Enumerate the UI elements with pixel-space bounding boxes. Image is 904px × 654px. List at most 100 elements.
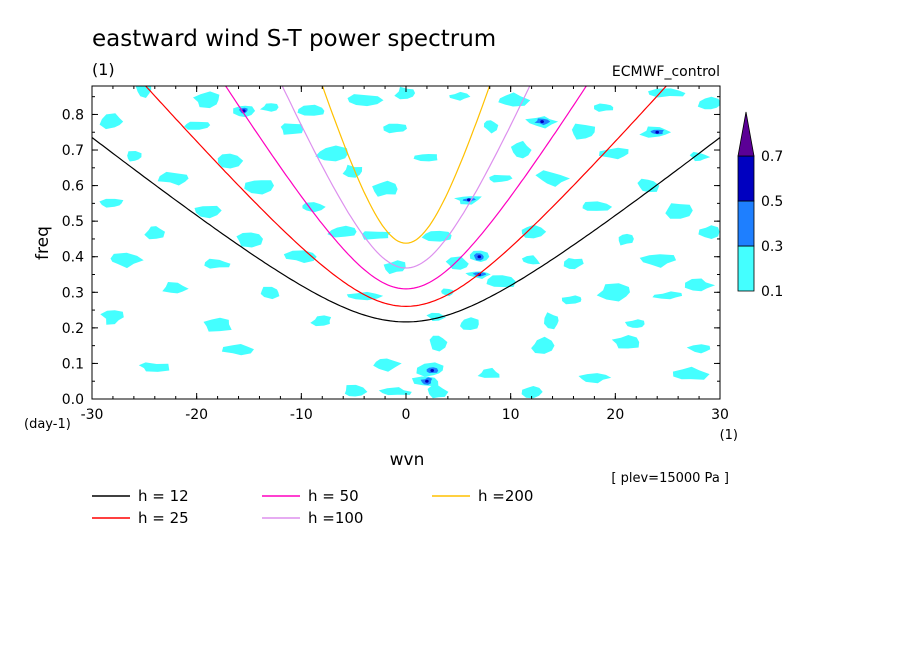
spectrum-patch — [193, 91, 220, 109]
dispersion-curve-h25 — [144, 86, 668, 308]
y-tick-label: 0.0 — [62, 392, 84, 408]
y-tick-label: 0.4 — [62, 250, 84, 266]
y-tick-label: 0.1 — [62, 356, 84, 372]
plot-area: -30 -20 -10 0 10 20 30 0.0 0.1 0.2 0.3 0.4 0.5 0.6 0.7… — [62, 85, 729, 423]
spectrum-patch — [383, 123, 407, 134]
spectrum-patch — [138, 362, 170, 372]
y-tick-label: 0.5 — [62, 214, 84, 230]
spectrum-patch — [477, 367, 500, 378]
spectrum-patch — [521, 224, 547, 239]
x-tick-label: -20 — [185, 407, 208, 423]
spectrum-patch — [315, 145, 349, 162]
spectrum-patch — [100, 310, 124, 325]
spectrum-patch — [684, 278, 716, 292]
spectrum-patch — [280, 123, 304, 135]
spectrum-patch — [596, 283, 630, 302]
spectrum-patch — [327, 225, 357, 238]
colorbar-extend-triangle — [737, 111, 755, 157]
spectrum-patch — [162, 282, 189, 294]
spectrum-patch — [652, 291, 683, 300]
x-tick-label: 10 — [502, 407, 520, 423]
y-tick-label: 0.3 — [62, 285, 84, 301]
spectrum-patch — [578, 373, 612, 384]
spectrum-patch — [697, 96, 720, 110]
spectrum-patch — [689, 151, 711, 162]
colorbar-band — [737, 200, 755, 247]
spectrum-patch — [361, 231, 391, 240]
spectrum-patch — [217, 153, 244, 169]
chart-title: eastward wind S-T power spectrum — [92, 26, 496, 52]
experiment-label: ECMWF_control — [612, 64, 720, 80]
spectrum-patch — [483, 120, 499, 134]
legend-label: h =200 — [478, 487, 533, 505]
spectrum-patch-peak — [467, 198, 471, 202]
spectrum-patch — [221, 344, 254, 356]
spectrum-patch — [135, 86, 152, 98]
spectrum-patch — [184, 121, 211, 130]
spectrum-patch — [460, 317, 479, 330]
spectrum-patch — [489, 174, 513, 183]
spectrum-patch — [99, 198, 124, 208]
spectrum-patch — [698, 225, 720, 239]
spectrum-patch — [383, 260, 406, 275]
spectrum-patch — [302, 202, 326, 213]
spectrum-patch — [429, 335, 448, 352]
spectrum-patch — [236, 232, 263, 248]
y-tick-label: 0.2 — [62, 321, 84, 337]
spectrum-patch — [686, 344, 711, 354]
spectrum-patch — [531, 336, 555, 354]
spectrum-patch — [342, 164, 363, 178]
x-tick-label: -30 — [81, 407, 104, 423]
spectrum-patch — [449, 91, 471, 101]
colorbar-label: 0.3 — [761, 239, 783, 255]
spectrum-patch-peak — [425, 379, 429, 383]
spectrum-patch — [373, 358, 402, 372]
spectrum-patch — [110, 252, 144, 269]
colorbar-band — [737, 155, 755, 202]
spectrum-patch — [521, 386, 543, 399]
dispersion-curve-h100 — [281, 86, 531, 269]
spectrum-patch — [346, 291, 384, 301]
y-axis-units: (day-1) — [24, 417, 71, 432]
legend-label: h = 12 — [138, 487, 189, 505]
spectrum-patch — [372, 180, 398, 197]
dispersion-curve-h200 — [321, 86, 491, 244]
spectrum-patch-peak — [540, 120, 544, 124]
spectrum-patch — [639, 254, 677, 268]
spectrum-patch — [378, 387, 412, 396]
spectrum-patch — [611, 335, 640, 349]
spectrum-patch — [244, 180, 274, 195]
spectrum-patch — [427, 385, 449, 399]
spectrum-patch — [582, 201, 613, 211]
spectrum-patch — [204, 258, 231, 269]
dispersion-curve-h12 — [92, 137, 720, 323]
plev-annotation: [ plev=15000 Pa ] — [611, 471, 729, 486]
spectrum-patch — [521, 255, 541, 265]
spectrum-patch — [441, 288, 454, 297]
spectrum-patch — [260, 103, 279, 112]
y-tick-label: 0.7 — [62, 143, 84, 159]
legend-label: h = 50 — [308, 487, 359, 505]
x-axis-label: wvn — [390, 450, 425, 470]
spectrum-patch-peak — [477, 255, 482, 259]
spectrum-patch — [99, 113, 124, 130]
x-tick-label: 30 — [711, 407, 729, 423]
spectrum-patch — [648, 88, 686, 98]
legend-label: h =100 — [308, 509, 363, 527]
spectrum-patch — [563, 258, 584, 270]
spectrum-patch — [297, 104, 325, 116]
spectrum-patch — [637, 178, 660, 192]
spectrum-patch — [594, 103, 614, 112]
spectrum-patch — [672, 366, 710, 380]
spectrum-patch-peak — [430, 369, 435, 372]
spectrum-patch — [260, 286, 280, 300]
x-tick-label: 20 — [606, 407, 624, 423]
spectrum-patch — [421, 230, 452, 242]
spectrum-patch — [344, 384, 368, 397]
colorbar-label: 0.1 — [761, 284, 783, 300]
spectrum-patch — [310, 315, 332, 327]
x-axis-units: (1) — [720, 428, 738, 443]
spectrum-patch-peak — [655, 130, 659, 134]
spectrum-patch — [535, 170, 570, 187]
spectrum-patch — [624, 319, 645, 328]
